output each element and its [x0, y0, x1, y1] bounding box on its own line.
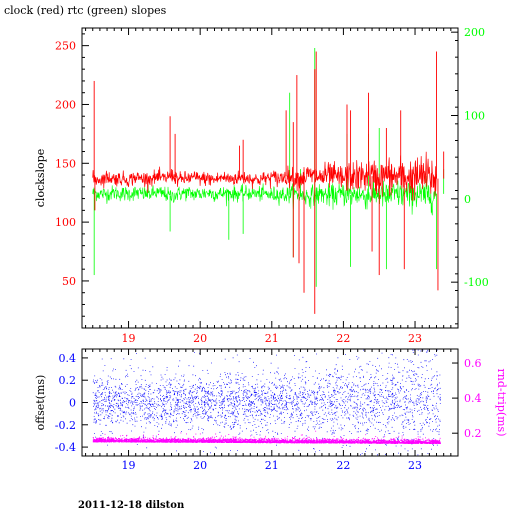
top-ytick-label-2: 150 [55, 157, 76, 170]
top-ytick-label-1: 100 [55, 216, 76, 229]
bot-ylabel: offset(ms) [34, 375, 47, 431]
top-xtick-label-1: 20 [193, 332, 207, 345]
series-clock-line [92, 151, 437, 202]
top-xtick-label-4: 23 [408, 332, 422, 345]
top-ytick-label-3: 200 [55, 98, 76, 111]
bot-xtick-label-3: 22 [336, 459, 350, 472]
bot-y2label: rnd-trip(ms) [495, 369, 508, 437]
top-xtick-label-0: 19 [122, 332, 136, 345]
bot-xtick-label-0: 19 [122, 459, 136, 472]
series-offset-points [92, 349, 441, 456]
bot-ytick-label-0: -0.4 [55, 441, 76, 454]
top-ylabel: clockslope [34, 149, 47, 207]
top-ytick-label-0: 50 [62, 275, 76, 288]
footer-label: 2011-12-18 dilston [78, 500, 185, 511]
bot-y2tick-label-0: 0.2 [464, 427, 482, 440]
bot-ytick-label-4: 0.4 [59, 352, 77, 365]
bot-ytick-label-3: 0.2 [59, 374, 77, 387]
top-y2tick-label-0: -100 [464, 276, 489, 289]
top-y2tick-label-1: 0 [464, 193, 471, 206]
bot-xtick-label-1: 20 [193, 459, 207, 472]
bot-y2tick-label-1: 0.4 [464, 392, 482, 405]
bot-y2tick-label-2: 0.6 [464, 357, 482, 370]
top-xtick-label-2: 21 [265, 332, 279, 345]
top-y2tick-label-2: 100 [464, 110, 485, 123]
top-y2tick-label-3: 200 [464, 26, 485, 39]
bot-ytick-label-1: -0.2 [55, 419, 76, 432]
bot-xtick-label-4: 23 [408, 459, 422, 472]
top-plot-frame [81, 27, 459, 329]
series-rndtrip-points [92, 430, 441, 445]
chart-title: clock (red) rtc (green) slopes [4, 4, 167, 17]
bot-xtick-label-2: 21 [265, 459, 279, 472]
bot-ytick-label-2: 0 [69, 397, 76, 410]
top-ytick-label-4: 250 [55, 40, 76, 53]
top-xtick-label-3: 22 [336, 332, 350, 345]
